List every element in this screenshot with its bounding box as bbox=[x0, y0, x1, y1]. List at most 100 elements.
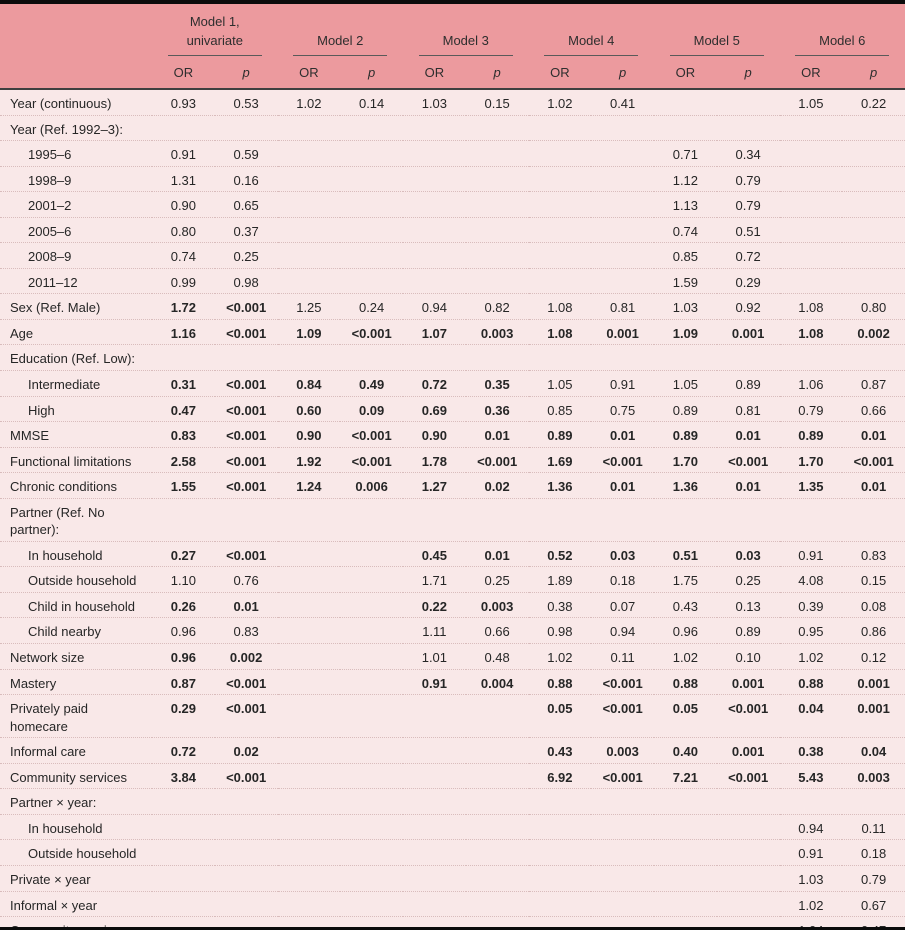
value-cell bbox=[716, 864, 780, 891]
value-cell: 0.001 bbox=[716, 668, 780, 695]
value-cell bbox=[465, 114, 529, 141]
table-row: Sex (Ref. Male) 1.72 <0.001 1.25 0.24 0.94 0.8… bbox=[0, 293, 905, 320]
value-cell bbox=[716, 916, 780, 927]
value-cell bbox=[465, 165, 529, 192]
value-cell: <0.001 bbox=[340, 421, 403, 448]
value-cell bbox=[528, 813, 592, 840]
value-cell: 0.26 bbox=[152, 591, 215, 618]
value-cell: 0.003 bbox=[465, 318, 529, 345]
value-cell: 0.72 bbox=[716, 242, 780, 269]
value-cell: 0.002 bbox=[842, 318, 905, 345]
value-cell: 0.52 bbox=[528, 540, 592, 567]
value-cell: <0.001 bbox=[214, 540, 278, 567]
value-cell: 0.80 bbox=[152, 216, 215, 243]
value-cell: 0.91 bbox=[152, 140, 215, 167]
value-cell bbox=[842, 140, 905, 167]
value-cell: 1.12 bbox=[654, 165, 717, 192]
value-cell bbox=[591, 916, 654, 927]
value-cell bbox=[465, 890, 529, 917]
model-header-1: Model 1, univariate bbox=[152, 4, 278, 56]
value-cell bbox=[779, 788, 843, 815]
value-cell: 1.02 bbox=[779, 643, 843, 670]
value-cell: 0.79 bbox=[716, 191, 780, 218]
value-cell: 0.002 bbox=[214, 643, 278, 670]
row-label: Community services × year bbox=[0, 916, 152, 927]
row-label: Age bbox=[0, 318, 152, 345]
table-row: Outside household 1.10 0.76 1.71 0.25 1.89 0.1… bbox=[0, 566, 905, 593]
value-cell bbox=[591, 344, 654, 371]
table-row: 2005–6 0.80 0.37 0.74 0.51 bbox=[0, 216, 905, 243]
value-cell: 1.31 bbox=[152, 165, 215, 192]
value-cell bbox=[277, 643, 341, 670]
table-row: Age 1.16 <0.001 1.09 <0.001 1.07 0.003 1.08 0.00… bbox=[0, 318, 905, 345]
or-column-header: OR bbox=[299, 64, 319, 80]
value-cell bbox=[403, 694, 466, 738]
value-cell bbox=[465, 737, 529, 764]
value-cell: 0.001 bbox=[716, 318, 780, 345]
value-cell bbox=[152, 788, 215, 815]
value-cell bbox=[214, 497, 278, 542]
value-cell: 0.86 bbox=[842, 617, 905, 644]
value-cell bbox=[842, 788, 905, 815]
value-cell bbox=[403, 114, 466, 141]
value-cell bbox=[277, 114, 341, 141]
table-row: Informal × year 1.02 0.67 bbox=[0, 890, 905, 917]
value-cell: 0.01 bbox=[465, 421, 529, 448]
value-cell: <0.001 bbox=[716, 446, 780, 473]
value-cell: <0.001 bbox=[214, 395, 278, 422]
value-cell bbox=[779, 216, 843, 243]
table-row: 1995–6 0.91 0.59 0.71 0.34 bbox=[0, 140, 905, 167]
value-cell: 0.15 bbox=[842, 566, 905, 593]
value-cell: 0.89 bbox=[716, 617, 780, 644]
value-cell: 0.01 bbox=[716, 472, 780, 499]
value-cell bbox=[591, 788, 654, 815]
row-label: High bbox=[0, 395, 152, 422]
value-cell bbox=[591, 839, 654, 866]
table-row: Informal care 0.72 0.02 0.43 0.003 0.40 0.001 0… bbox=[0, 737, 905, 764]
value-cell: <0.001 bbox=[716, 694, 780, 738]
value-cell: 1.59 bbox=[654, 267, 717, 294]
value-cell bbox=[340, 242, 403, 269]
value-cell: 0.85 bbox=[654, 242, 717, 269]
value-cell: 1.92 bbox=[277, 446, 341, 473]
value-cell bbox=[591, 890, 654, 917]
value-cell: 0.11 bbox=[842, 813, 905, 840]
value-cell: 0.07 bbox=[591, 591, 654, 618]
value-cell: 1.03 bbox=[421, 96, 448, 111]
value-cell bbox=[465, 916, 529, 927]
table-row: 2011–12 0.99 0.98 1.59 0.29 bbox=[0, 267, 905, 294]
value-cell bbox=[465, 788, 529, 815]
value-cell: 0.48 bbox=[465, 643, 529, 670]
value-cell bbox=[403, 267, 466, 294]
table-header: Model 1, univariate Model 2 Model 3 Model 4… bbox=[0, 4, 905, 89]
value-cell: 0.22 bbox=[860, 96, 887, 111]
value-cell: 0.74 bbox=[152, 242, 215, 269]
value-cell: 1.24 bbox=[277, 472, 341, 499]
value-cell: 0.41 bbox=[609, 96, 636, 111]
value-cell: 0.25 bbox=[716, 566, 780, 593]
value-cell bbox=[654, 497, 717, 542]
value-cell: 0.01 bbox=[591, 472, 654, 499]
value-cell bbox=[465, 762, 529, 789]
value-cell bbox=[842, 216, 905, 243]
value-cell: 1.08 bbox=[528, 318, 592, 345]
p-column-header: p bbox=[493, 64, 501, 80]
value-cell: 0.09 bbox=[340, 395, 403, 422]
value-cell bbox=[152, 916, 215, 927]
row-label: 2011–12 bbox=[0, 267, 152, 294]
value-cell: 0.01 bbox=[842, 421, 905, 448]
value-cell: 0.84 bbox=[277, 370, 341, 397]
subcolumn-header-row: OR p OR p OR p OR p OR p OR p bbox=[0, 56, 905, 89]
value-cell bbox=[654, 864, 717, 891]
value-cell: 0.25 bbox=[465, 566, 529, 593]
table-row: Functional limitations 2.58 <0.001 1.92 <0.0… bbox=[0, 446, 905, 473]
value-cell: 0.66 bbox=[465, 617, 529, 644]
value-cell bbox=[654, 890, 717, 917]
value-cell: 0.18 bbox=[591, 566, 654, 593]
table-row: Outside household 0.91 0.18 bbox=[0, 839, 905, 866]
value-cell: 0.79 bbox=[779, 395, 843, 422]
value-cell: 0.01 bbox=[465, 540, 529, 567]
corner-cell bbox=[0, 56, 152, 89]
value-cell bbox=[717, 89, 780, 115]
